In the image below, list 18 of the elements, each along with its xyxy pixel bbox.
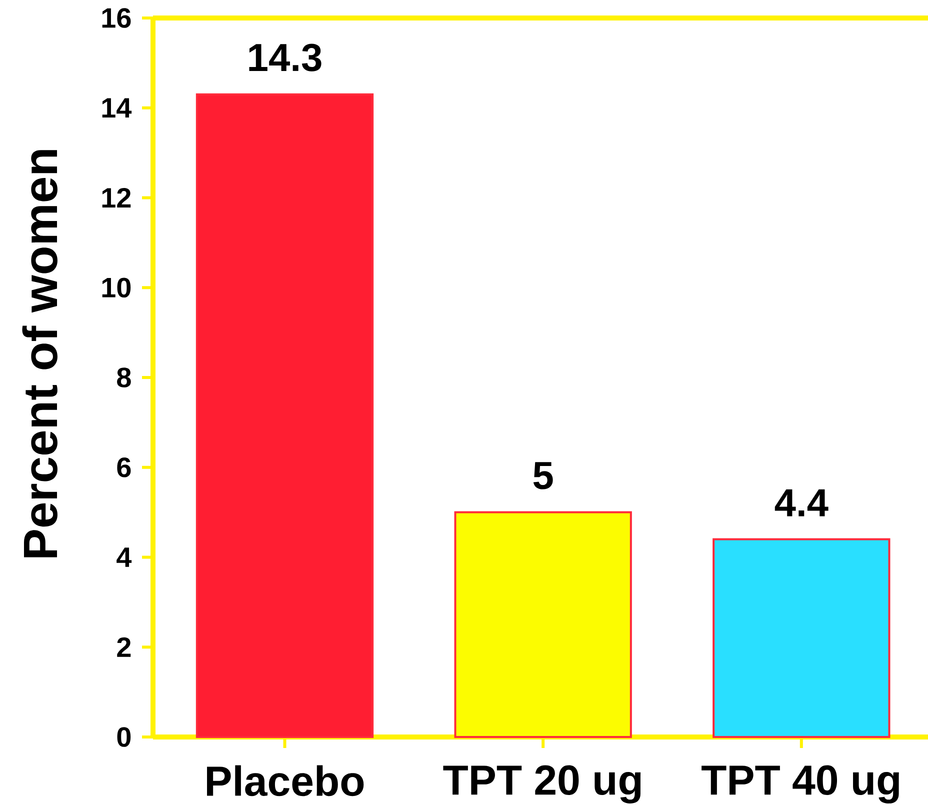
y-tick-label: 2	[117, 637, 131, 657]
y-tick-label: 16	[102, 8, 131, 28]
y-tick-label: 12	[102, 188, 131, 208]
data-label: 4.4	[774, 489, 828, 516]
y-tick-label: 0	[117, 727, 131, 747]
bar	[196, 93, 374, 738]
x-tick-label: Placebo	[207, 765, 364, 796]
y-tick-label: 6	[117, 457, 131, 478]
y-tick-label: 8	[117, 368, 131, 388]
y-tick-label: 4	[116, 548, 132, 567]
x-tick-label: TPT 40 ug	[702, 765, 899, 804]
y-tick-label: 10	[102, 278, 131, 298]
x-tick-label: TPT 20 ug	[443, 765, 641, 804]
data-label: 14.3	[249, 44, 322, 72]
data-label: 5	[533, 462, 553, 490]
bar	[712, 538, 890, 738]
y-axis-title: Percent of women	[22, 150, 58, 558]
y-tick-label: 14	[102, 98, 132, 118]
